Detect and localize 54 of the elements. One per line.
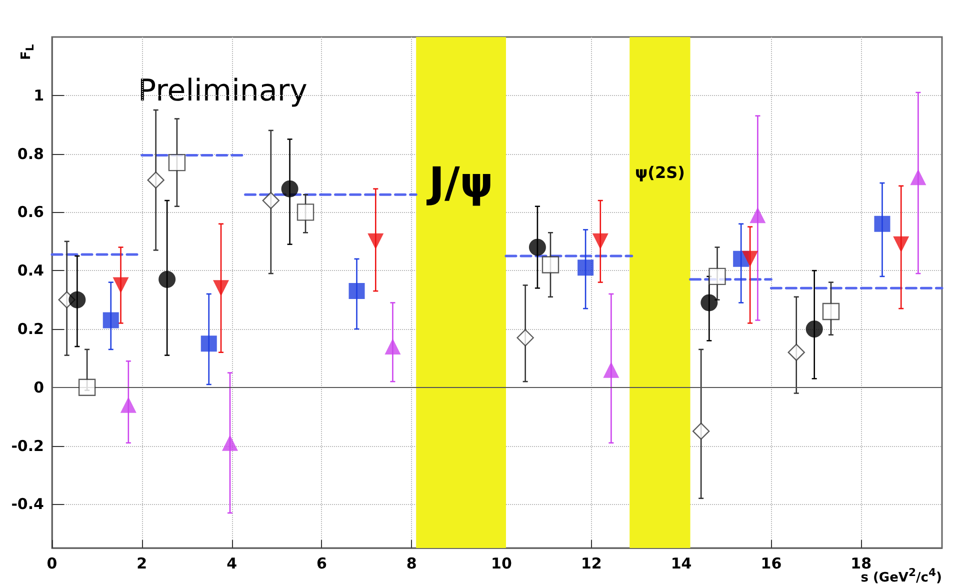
point xyxy=(213,280,230,296)
point xyxy=(893,236,910,252)
x-tick-label: 14 xyxy=(670,554,692,572)
annotation: Preliminary xyxy=(138,74,308,108)
y-tick-label: 0 xyxy=(34,378,44,396)
point xyxy=(822,302,840,320)
y-tick-label: 1 xyxy=(34,86,44,104)
point xyxy=(78,378,96,396)
x-tick-label: 6 xyxy=(316,554,327,572)
point xyxy=(296,204,314,221)
point xyxy=(910,169,926,186)
point xyxy=(742,250,758,267)
point xyxy=(200,336,217,352)
point xyxy=(750,207,766,224)
point xyxy=(168,154,186,172)
point xyxy=(516,329,534,346)
y-tick-label: 0.6 xyxy=(17,203,44,222)
point xyxy=(384,338,401,355)
point xyxy=(262,192,280,210)
y-tick-label: -0.2 xyxy=(11,436,44,455)
point xyxy=(112,277,129,294)
point xyxy=(874,216,890,232)
point xyxy=(102,312,119,328)
point xyxy=(222,434,238,451)
x-tick-label: 16 xyxy=(760,554,782,572)
point xyxy=(348,283,365,300)
point xyxy=(281,180,298,198)
point xyxy=(603,362,620,378)
point xyxy=(578,260,594,276)
point xyxy=(368,233,384,250)
point xyxy=(806,320,823,338)
band-label: J/ψ xyxy=(426,158,494,207)
point xyxy=(708,268,726,286)
y-tick-label: 0.4 xyxy=(17,262,44,280)
point xyxy=(147,171,164,189)
x-tick-label: 10 xyxy=(491,554,512,572)
point xyxy=(528,238,546,256)
point xyxy=(68,291,86,308)
x-tick-label: 4 xyxy=(226,554,238,572)
y-tick-label: 0.2 xyxy=(17,320,44,338)
x-tick-label: 12 xyxy=(580,554,602,572)
point xyxy=(158,270,176,288)
band-label: ψ(2S) xyxy=(634,163,685,182)
x-tick-label: 2 xyxy=(136,554,148,572)
point xyxy=(542,256,560,274)
point xyxy=(592,233,608,250)
point xyxy=(120,396,136,413)
y-tick-label: 0.8 xyxy=(17,144,44,163)
point xyxy=(692,422,710,440)
point xyxy=(700,294,718,312)
point xyxy=(788,344,805,361)
y-tick-label: -0.4 xyxy=(11,495,44,514)
x-tick-label: 8 xyxy=(406,554,417,572)
x-tick-label: 0 xyxy=(46,554,58,572)
